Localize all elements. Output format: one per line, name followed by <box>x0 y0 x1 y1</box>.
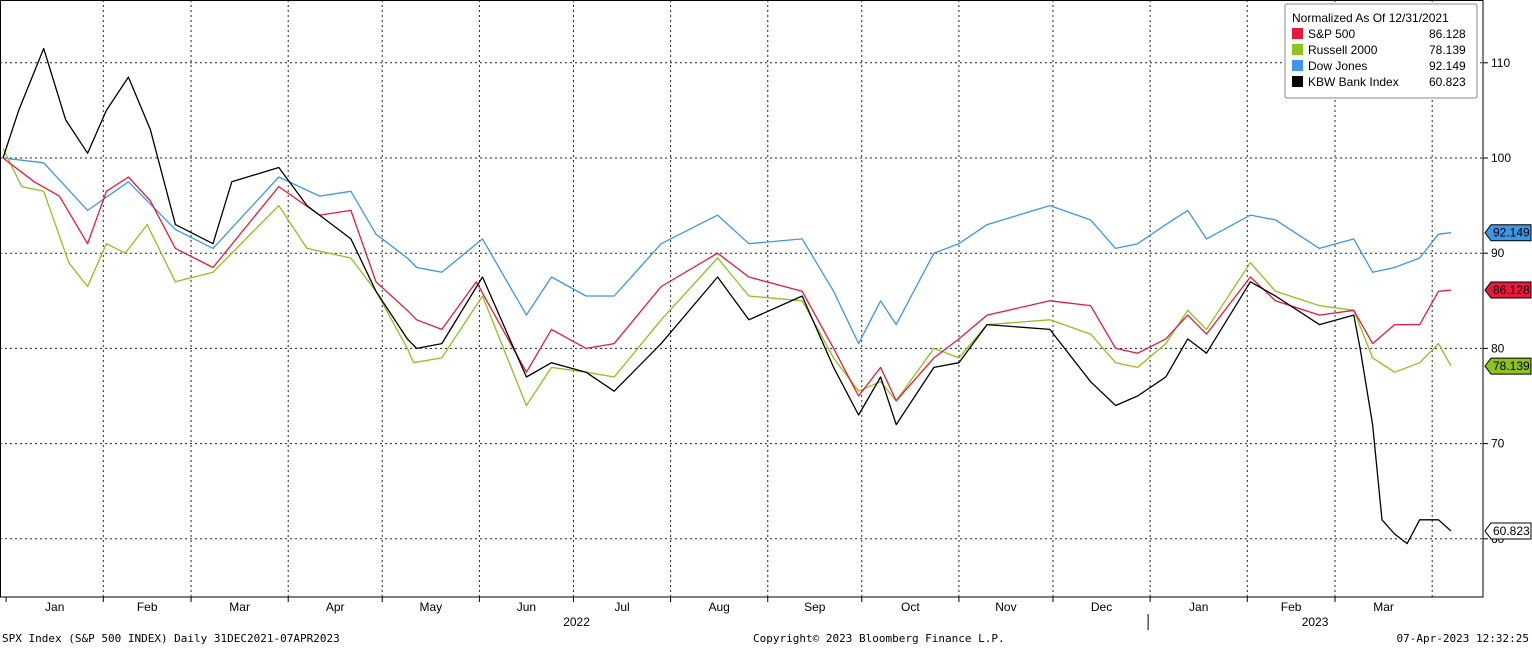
x-tick-label: May <box>419 600 442 614</box>
legend-box <box>1284 3 1478 99</box>
x-tick-label: Feb <box>1281 600 1302 614</box>
legend-entry-name: S&P 500 <box>1308 27 1355 41</box>
x-tick-label: Jan <box>45 600 64 614</box>
legend-swatch <box>1292 76 1303 87</box>
y-tick-label: 70 <box>1491 437 1505 451</box>
line-chart: 60708090100110JanFebMarAprMayJunJulAugSe… <box>0 0 1532 630</box>
last-value-tag <box>1484 357 1532 375</box>
legend-entry-name: Dow Jones <box>1308 59 1367 73</box>
plot-frame <box>0 0 1484 598</box>
y-tick-label: 90 <box>1491 246 1505 260</box>
x-tick-label: Sep <box>804 600 826 614</box>
y-tick-label: 110 <box>1491 56 1510 70</box>
x-tick-label: Jun <box>517 600 536 614</box>
x-tick-label: Apr <box>326 600 345 614</box>
legend-title: Normalized As Of 12/31/2021 <box>1292 11 1449 25</box>
x-tick-label: Mar <box>1373 600 1394 614</box>
last-value-tag-label: 78.139 <box>1493 359 1530 373</box>
year-label-2023: 2023 <box>1302 615 1329 629</box>
last-value-tag-label: 92.149 <box>1493 226 1530 240</box>
series-line-dow-jones <box>2 157 1452 345</box>
legend-entry-value: 78.139 <box>1429 43 1466 57</box>
last-value-tag-label: 86.128 <box>1493 283 1530 297</box>
x-tick-label: Dec <box>1091 600 1112 614</box>
x-tick-label: Jul <box>614 600 629 614</box>
legend-entry-value: 86.128 <box>1429 27 1466 41</box>
legend-swatch <box>1292 44 1303 55</box>
series-line-russell-2000 <box>2 148 1452 407</box>
footer-ticker-info: SPX Index (S&P 500 INDEX) Daily 31DEC202… <box>2 632 340 645</box>
x-tick-label: Jan <box>1189 600 1208 614</box>
legend-entry-name: KBW Bank Index <box>1308 75 1399 89</box>
year-label-2022: 2022 <box>563 615 590 629</box>
last-value-tag <box>1484 224 1532 242</box>
footer-bar: SPX Index (S&P 500 INDEX) Daily 31DEC202… <box>0 632 1532 648</box>
last-value-tag <box>1484 281 1532 299</box>
legend-swatch <box>1292 28 1303 39</box>
y-tick-label: 80 <box>1491 341 1505 355</box>
last-value-tag <box>1484 522 1532 540</box>
x-tick-label: Aug <box>708 600 729 614</box>
legend-swatch <box>1292 60 1303 71</box>
series-line-kbw-bank-index <box>2 47 1452 545</box>
footer-copyright: Copyright© 2023 Bloomberg Finance L.P. <box>753 632 1005 645</box>
footer-timestamp: 07-Apr-2023 12:32:25 <box>1396 632 1529 645</box>
x-tick-label: Feb <box>137 600 158 614</box>
legend-entry-name: Russell 2000 <box>1308 43 1378 57</box>
legend-entry-value: 92.149 <box>1429 59 1466 73</box>
last-value-tag-label: 60.823 <box>1493 524 1530 538</box>
y-tick-label: 100 <box>1491 151 1511 165</box>
x-tick-label: Nov <box>995 600 1016 614</box>
legend-entry-value: 60.823 <box>1429 75 1466 89</box>
x-tick-label: Oct <box>901 600 920 614</box>
x-tick-label: Mar <box>229 600 250 614</box>
series-line-s-p-500 <box>2 157 1452 402</box>
